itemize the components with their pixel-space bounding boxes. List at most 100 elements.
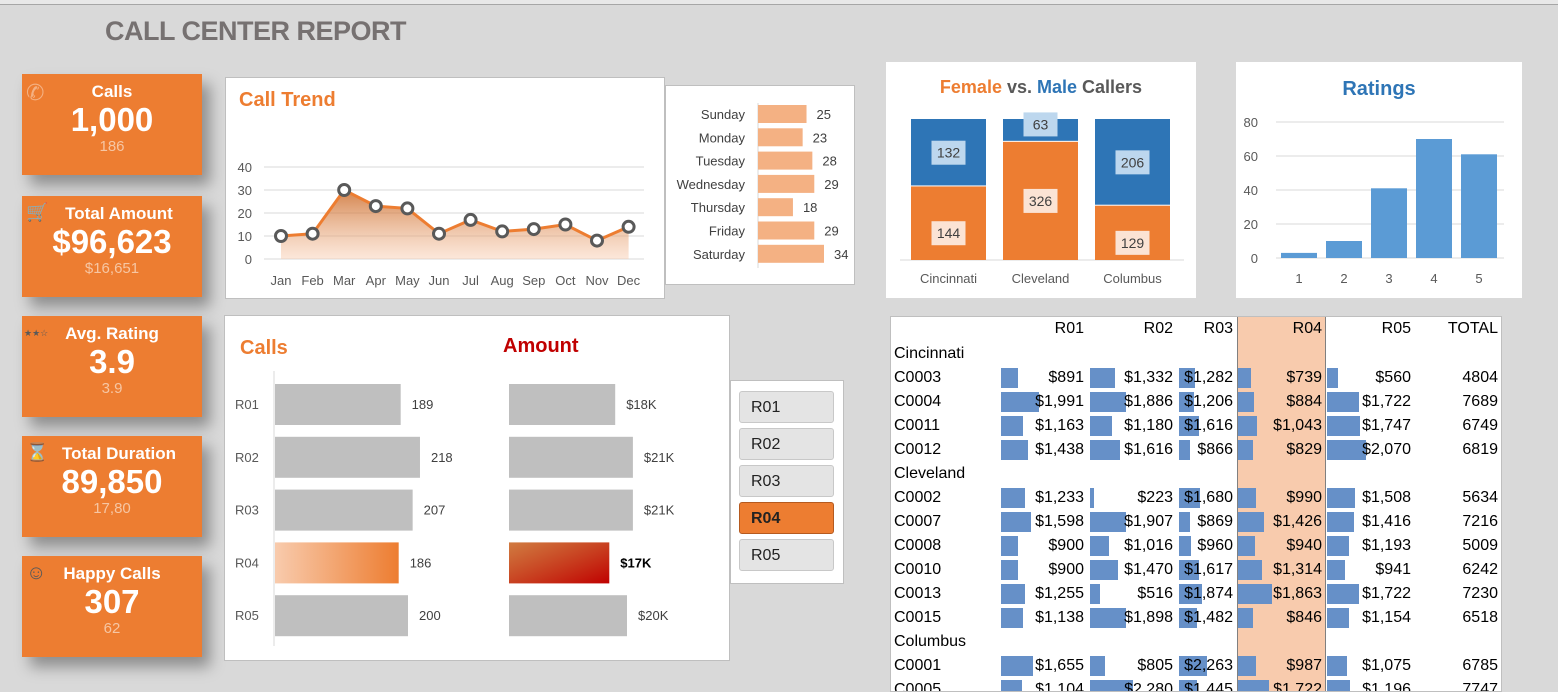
data-bar <box>1001 488 1025 508</box>
amount-cell: $990 <box>1286 489 1322 506</box>
amount-cell: $1,255 <box>1035 585 1084 602</box>
x-tick-label: Oct <box>555 273 576 288</box>
ratings-chart: Ratings 0 20 40 60 80 1 2 3 4 5 <box>1236 62 1522 298</box>
hourglass-icon: ⌛ <box>26 442 49 462</box>
y-tick-label: 30 <box>238 183 252 198</box>
amount-bar-r04 <box>509 542 610 584</box>
data-bar <box>1001 512 1032 532</box>
title-male: Male <box>1037 77 1078 97</box>
amount-cell: $1,616 <box>1124 441 1173 458</box>
data-bar <box>1090 608 1126 628</box>
kpi-card-total-amount: 🛒 Total Amount $96,623 $16,651 <box>22 196 202 297</box>
amount-cell: $891 <box>1048 369 1084 386</box>
x-tick-label: 1 <box>1295 271 1302 286</box>
data-point-apr <box>368 199 383 214</box>
data-bar <box>1327 680 1350 691</box>
amount-cell: $884 <box>1286 393 1322 410</box>
amount-cell: $1,043 <box>1273 417 1322 434</box>
label-bg <box>1023 112 1058 137</box>
data-point-aug <box>495 224 510 239</box>
rep-calls-amount-panel: Calls Amount R01 189 $18K R02 218 $21K R03 207 $… <box>224 315 730 661</box>
calls-data-label: 207 <box>424 503 446 518</box>
data-point-jan <box>274 229 288 243</box>
total-cell: 7216 <box>1462 513 1498 530</box>
kpi-value: $96,623 <box>52 223 172 260</box>
data-label: 28 <box>822 154 836 169</box>
amount-cell: $1,138 <box>1035 609 1084 626</box>
amount-cell: $1,233 <box>1035 489 1084 506</box>
female-data-label: 144 <box>937 225 961 241</box>
cart-icon: 🛒 <box>26 202 49 222</box>
slicer-item-r01[interactable]: R01 <box>739 391 834 423</box>
kpi-value: 3.9 <box>89 343 135 380</box>
total-cell: 5634 <box>1462 489 1498 506</box>
total-cell: 6518 <box>1462 609 1498 626</box>
total-cell: 7689 <box>1462 393 1498 410</box>
amount-bar-r02 <box>509 436 633 478</box>
data-bar <box>1238 440 1254 460</box>
bar-saturday <box>758 244 824 263</box>
customer-amount-table: R01 R02 R03 R04 R05 TOTAL Cincinnati C0003 $891 $… <box>890 316 1502 692</box>
kpi-card-calls: ✆ Calls 1,000 186 <box>22 74 202 175</box>
bar-tuesday <box>758 151 813 170</box>
slicer-item-r03[interactable]: R03 <box>739 465 834 497</box>
x-tick-label: May <box>395 273 420 288</box>
category-label: Tuesday <box>696 154 746 169</box>
data-bar <box>1327 392 1360 412</box>
amount-cell: $516 <box>1137 585 1173 602</box>
data-bar <box>1001 560 1019 580</box>
data-bar <box>1238 680 1270 691</box>
amount-cell: $1,886 <box>1124 393 1173 410</box>
amount-cell: $1,416 <box>1362 513 1411 530</box>
amount-cell: $1,680 <box>1184 489 1233 506</box>
data-point-sep <box>526 222 541 237</box>
calls-bar-r01 <box>275 384 401 425</box>
amount-cell: $2,070 <box>1362 441 1411 458</box>
calls-bar-r03 <box>275 489 413 531</box>
data-point-feb <box>305 226 320 241</box>
data-bar <box>1001 680 1023 691</box>
amount-cell: $900 <box>1048 561 1084 578</box>
group-label: Cleveland <box>894 465 966 482</box>
call-trend-chart: Call Trend 0 10 20 30 40 Jan Feb Mar Apr May Jun Ju… <box>225 77 665 299</box>
kpi-label: Calls <box>91 82 133 101</box>
data-bar <box>1179 536 1191 556</box>
data-bar <box>1090 440 1121 460</box>
bar-monday <box>758 128 803 147</box>
amount-cell: $1,332 <box>1124 369 1173 386</box>
x-tick-label: Feb <box>301 273 323 288</box>
data-label: 25 <box>817 107 831 122</box>
category-label: Thursday <box>691 200 746 215</box>
category-label: R05 <box>235 608 259 623</box>
spreadsheet-column-header-strip <box>0 0 1558 5</box>
amount-cell: $1,616 <box>1184 417 1233 434</box>
row-label: C0001 <box>894 657 942 674</box>
row-label: C0005 <box>894 681 942 692</box>
data-point-may <box>400 201 415 216</box>
male-data-label: 132 <box>937 145 961 161</box>
male-data-label: 63 <box>1033 116 1049 132</box>
row-label: C0012 <box>894 441 942 458</box>
gender-callers-chart: Female vs. Male Callers 144 132 Cincinnati… <box>886 62 1196 298</box>
data-point-jul <box>463 212 478 227</box>
row-label: C0011 <box>894 417 940 434</box>
amount-cell: $1,075 <box>1362 657 1411 674</box>
row-label: C0010 <box>894 561 942 578</box>
y-tick-label: 10 <box>238 229 252 244</box>
column-header: R03 <box>1203 320 1233 337</box>
bar-wednesday <box>758 174 815 193</box>
amount-cell: $1,482 <box>1184 609 1233 626</box>
amount-cell: $1,438 <box>1035 441 1084 458</box>
data-bar <box>1238 512 1265 532</box>
kpi-label: Total Amount <box>65 204 173 223</box>
column-header: R01 <box>1054 320 1084 337</box>
slicer-item-r04[interactable]: R04 <box>739 502 834 534</box>
data-bar <box>1001 392 1039 412</box>
slicer-item-r02[interactable]: R02 <box>739 428 834 460</box>
data-bar <box>1238 488 1257 508</box>
data-bar <box>1238 392 1255 412</box>
category-label: Monday <box>699 130 746 145</box>
amount-cell: $1,016 <box>1124 537 1173 554</box>
kpi-card-avg-rating: ★★☆ Avg. Rating 3.9 3.9 <box>22 316 202 417</box>
slicer-item-r05[interactable]: R05 <box>739 539 834 571</box>
